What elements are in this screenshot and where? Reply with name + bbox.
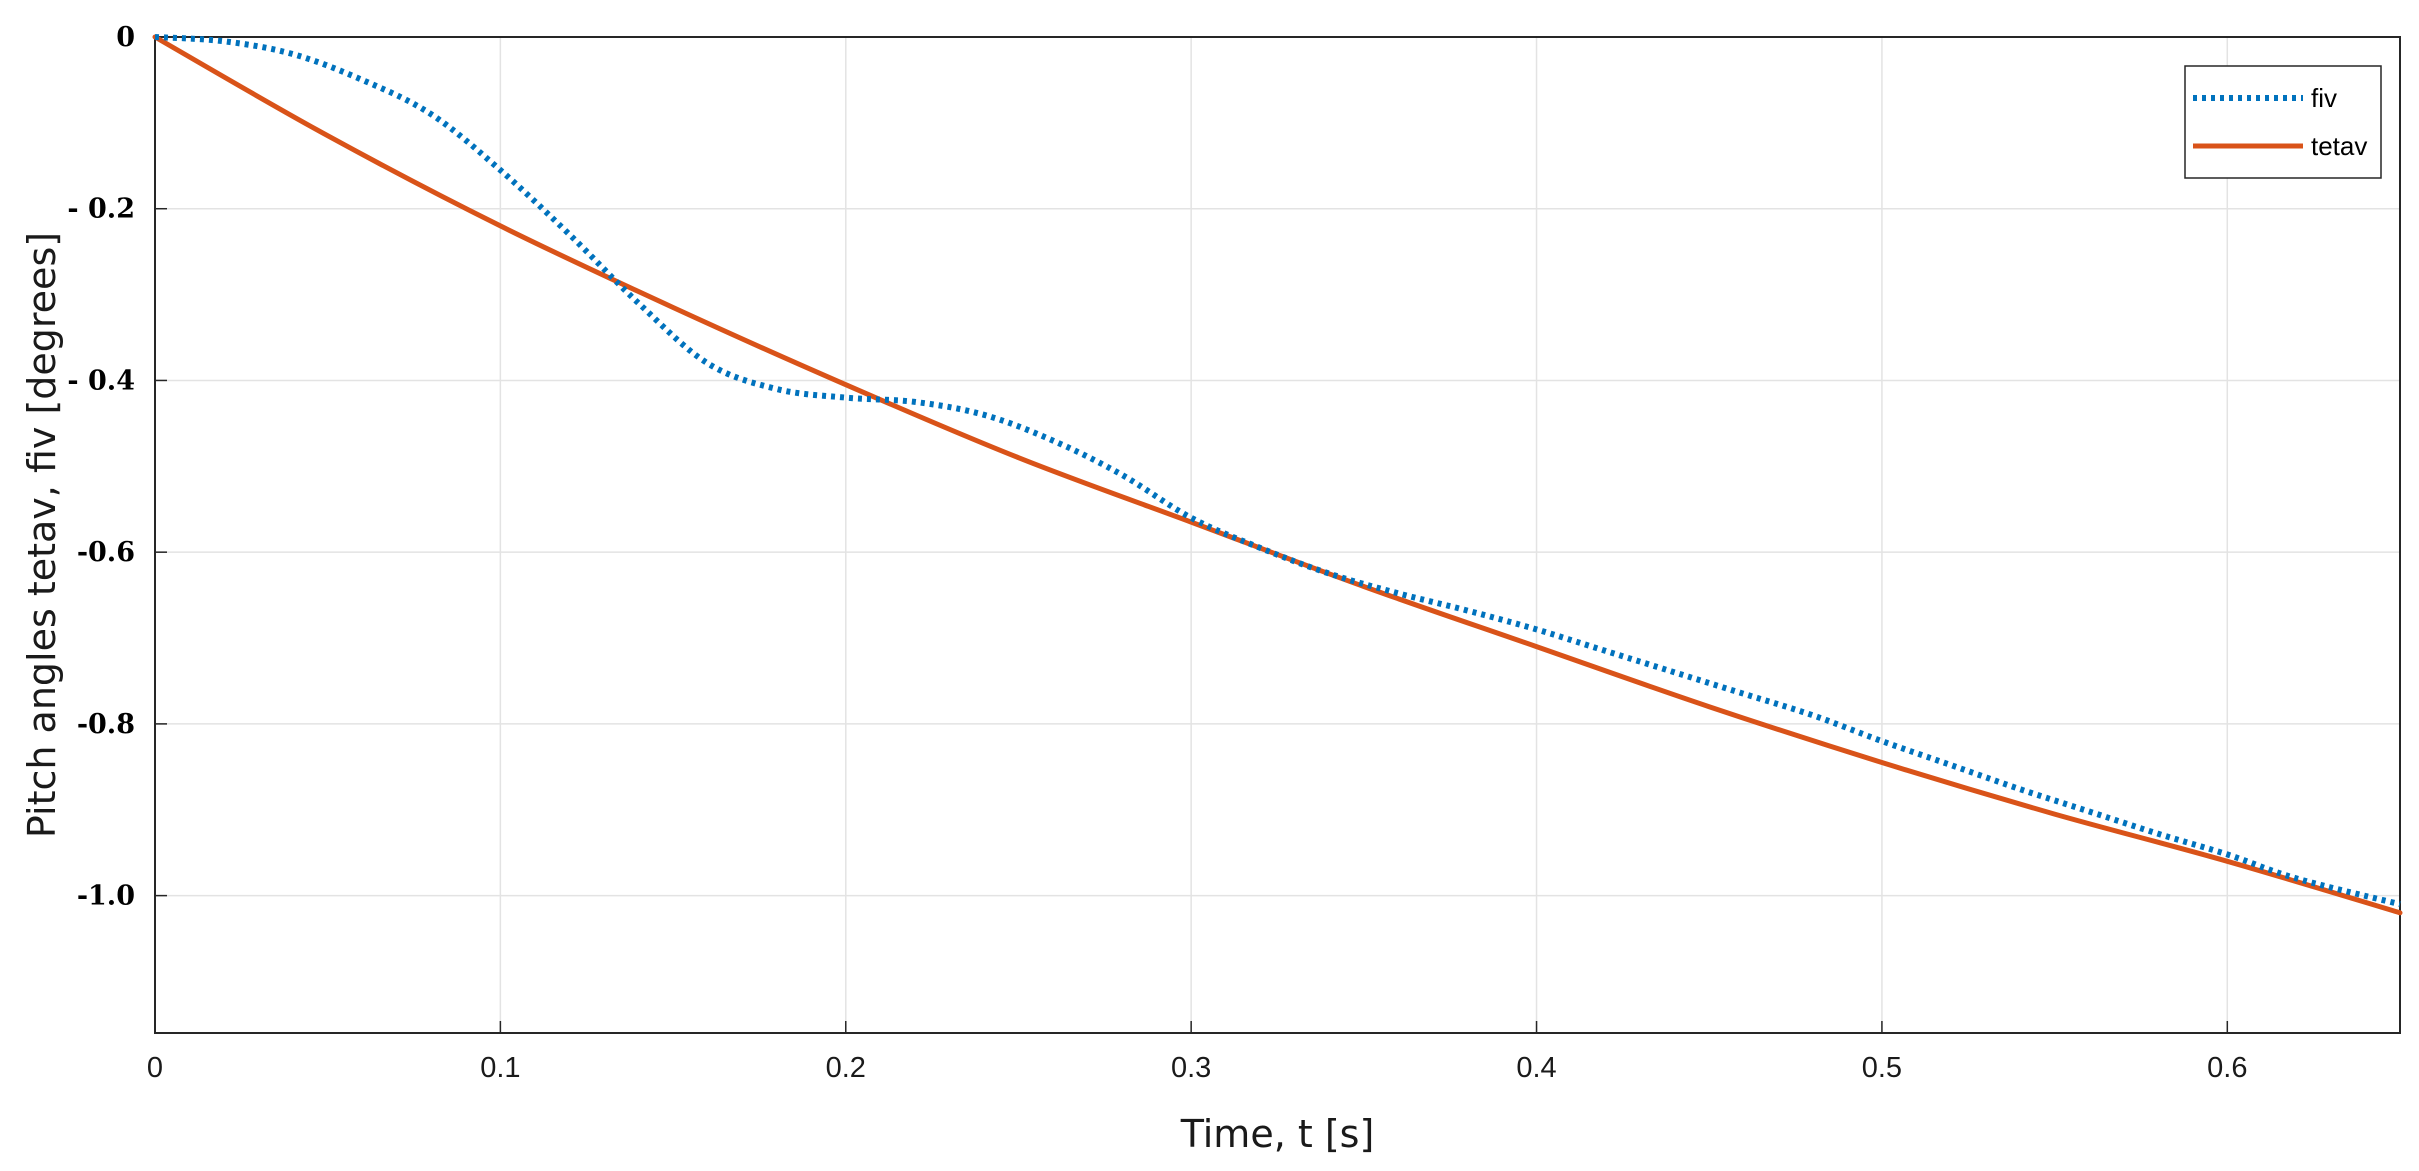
legend: fiv tetav (2184, 65, 2382, 179)
x-tick-label: 0.1 (480, 1052, 520, 1084)
series-line-tetav (152, 34, 2403, 916)
legend-label-fiv: fiv (2311, 83, 2337, 113)
y-tick-label: -1.0 (77, 881, 135, 912)
series (152, 34, 2403, 916)
y-tick-label: -0.6 (77, 537, 135, 568)
x-tick-label: 0.3 (1171, 1052, 1211, 1084)
axis-ticks (154, 36, 2229, 1033)
y-axis-tick-labels: 0 - 0.2 - 0.4 -0.6 -0.8 -1.0 (67, 22, 135, 912)
x-axis-tick-labels: 0 0.1 0.2 0.3 0.4 0.5 0.6 (147, 1052, 2248, 1084)
x-axis-label: Time, t [s] (1180, 1112, 1375, 1156)
x-tick-label: 0.5 (1862, 1052, 1902, 1084)
legend-box (2184, 65, 2382, 179)
y-tick-label: -0.8 (77, 709, 135, 740)
y-tick-label: - 0.2 (67, 194, 135, 225)
y-axis-label: Pitch angles tetav, fiv [degrees] (20, 232, 64, 838)
x-tick-label: 0.2 (826, 1052, 866, 1084)
x-tick-label: 0.6 (2207, 1052, 2247, 1084)
grid (154, 36, 2400, 1033)
y-tick-label: - 0.4 (67, 365, 135, 396)
y-tick-label: 0 (116, 22, 135, 53)
legend-label-tetav: tetav (2311, 131, 2367, 161)
x-tick-label: 0 (147, 1052, 163, 1084)
plot-area-frame (154, 36, 2401, 1034)
series-line-fiv (154, 34, 2401, 908)
x-tick-label: 0.4 (1516, 1052, 1556, 1084)
